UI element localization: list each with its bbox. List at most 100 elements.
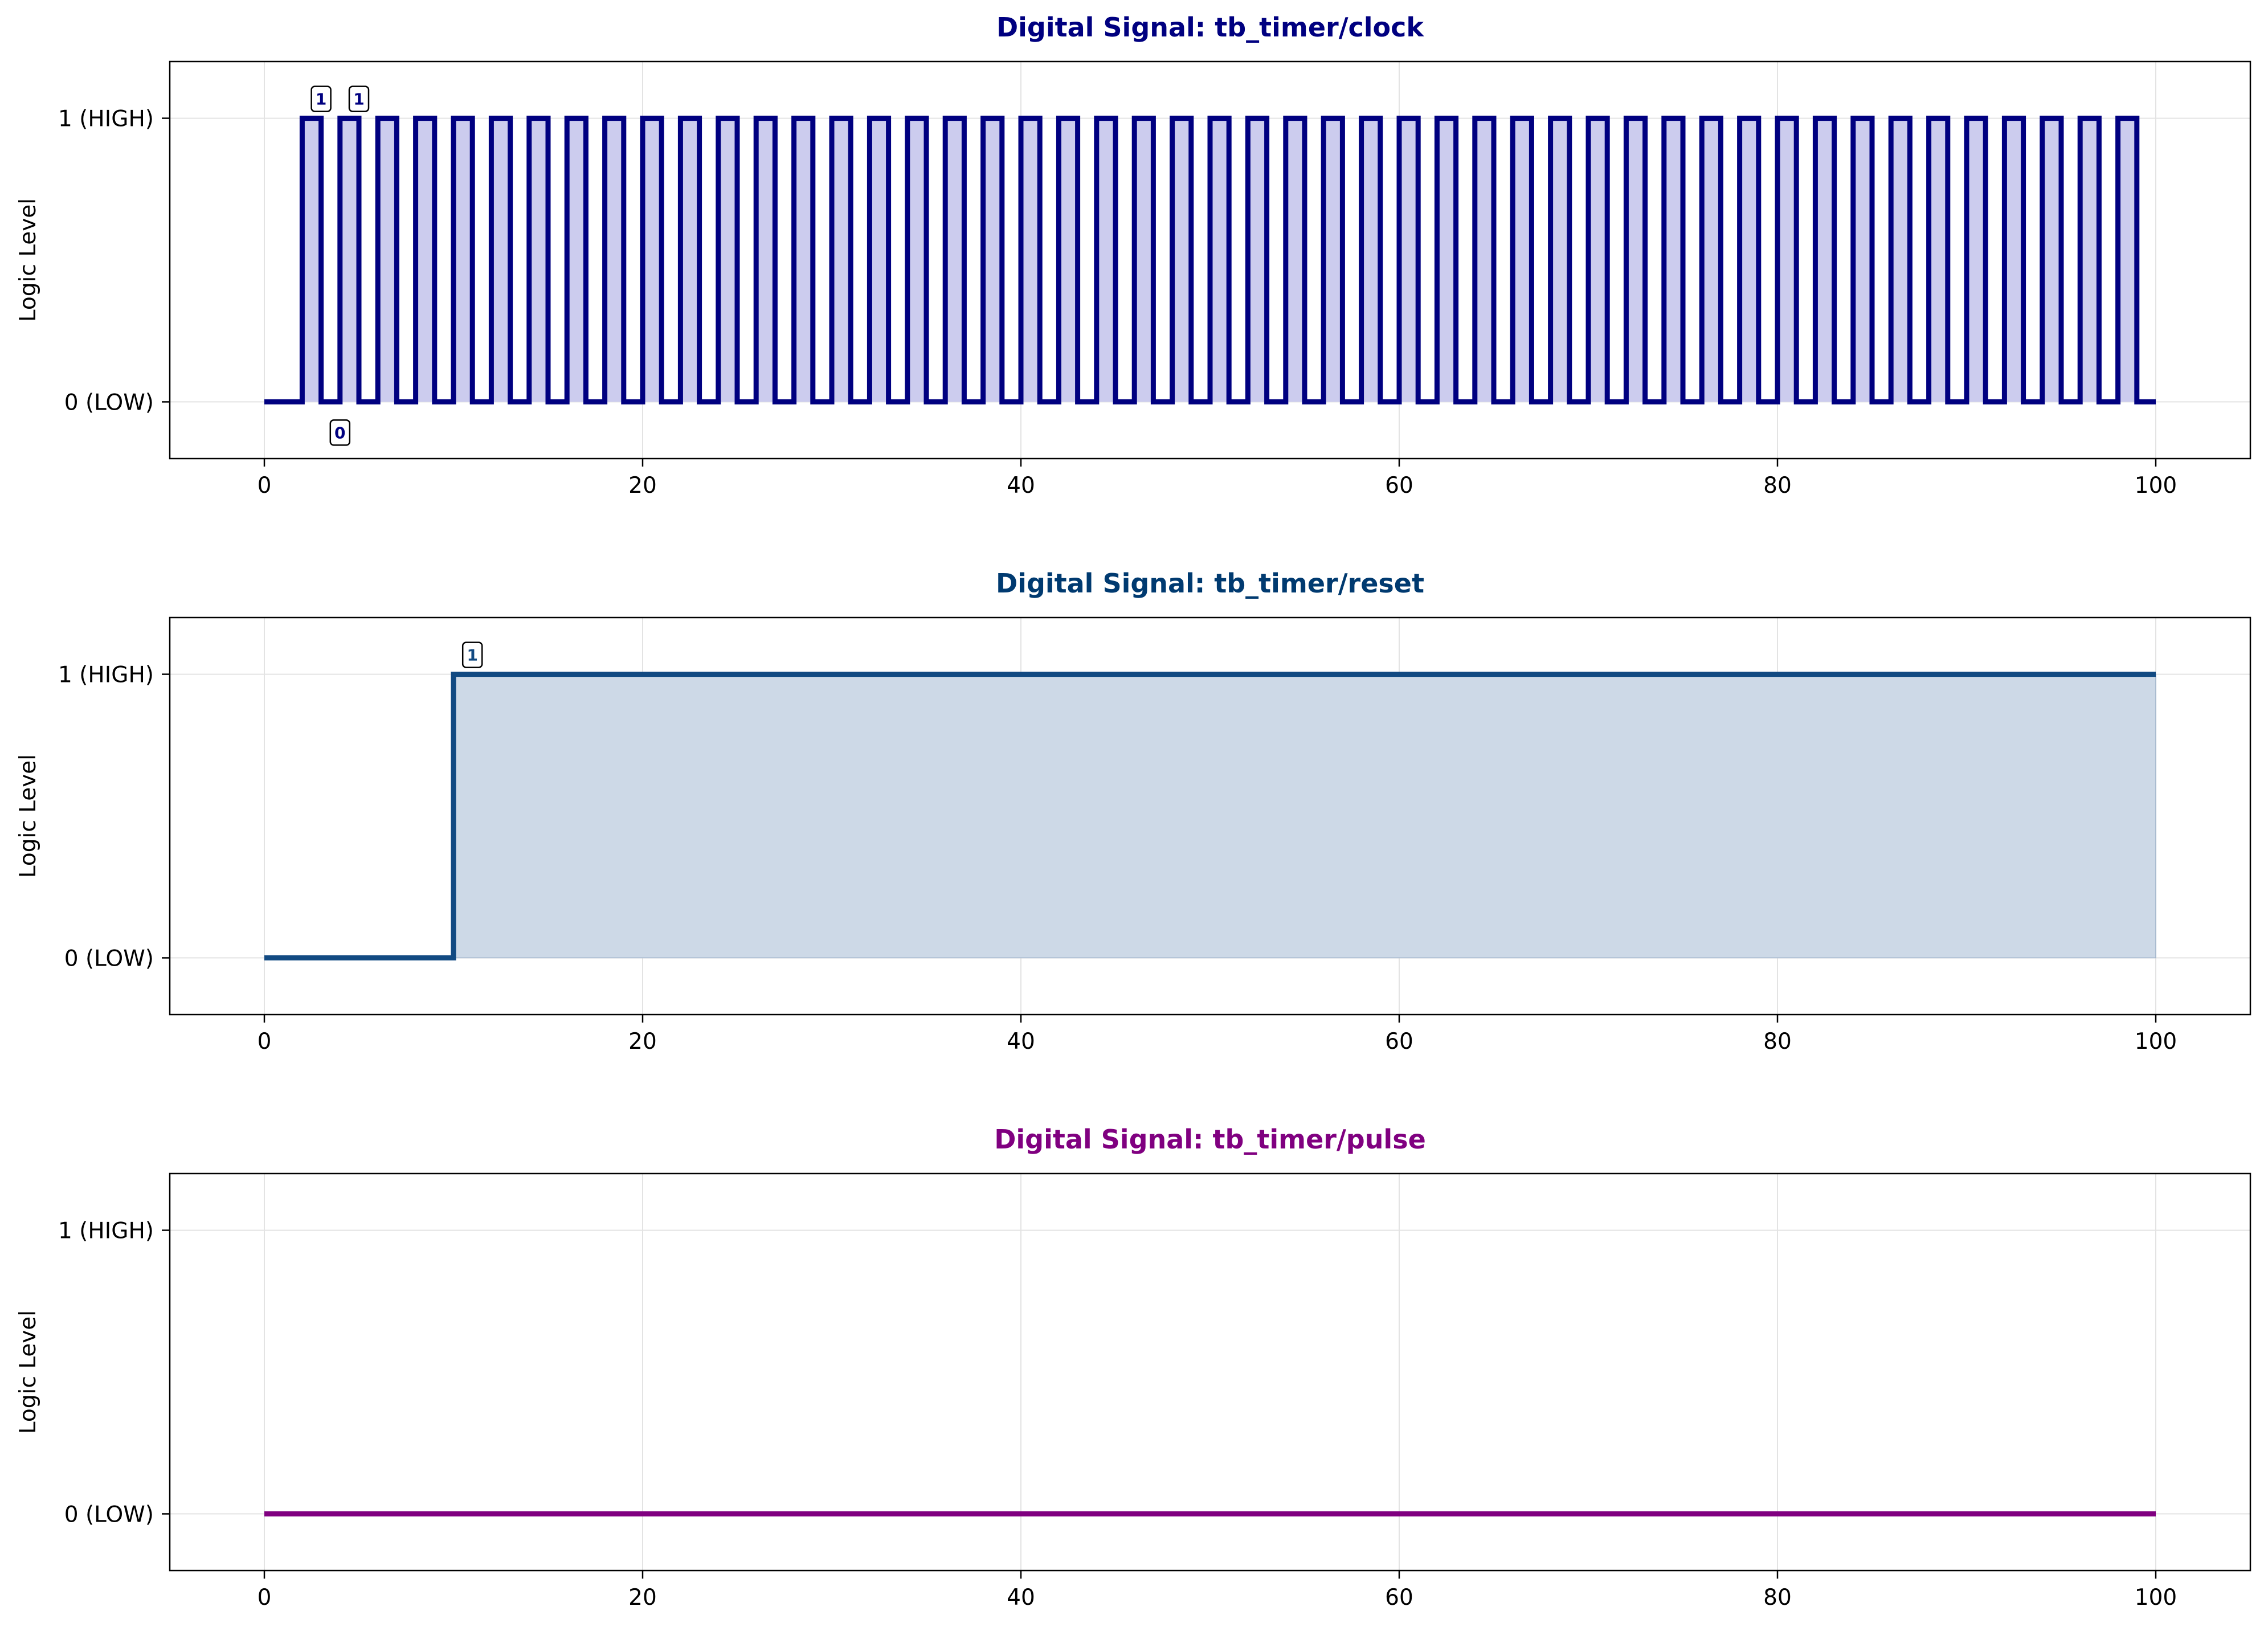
value-annotation: 1	[348, 85, 370, 112]
signal-high-fill	[1853, 118, 1872, 402]
signal-high-fill	[1815, 118, 1834, 402]
signal-high-fill	[643, 118, 662, 402]
signal-high-fill	[756, 118, 775, 402]
y-tick-label: 1 (HIGH)	[58, 1219, 154, 1244]
signal-high-fill	[2080, 118, 2099, 402]
annotation-label: 0	[334, 423, 345, 442]
signal-high-fill	[1096, 118, 1115, 402]
signal-high-fill	[1437, 118, 1456, 402]
x-tick-label: 0	[258, 1029, 272, 1054]
x-tick-label: 0	[258, 473, 272, 498]
signal-high-fill	[1702, 118, 1721, 402]
annotation-label: 1	[316, 90, 326, 109]
signal-high-fill	[1248, 118, 1267, 402]
signal-high-fill	[302, 118, 321, 402]
x-tick-label: 40	[1007, 1585, 1035, 1610]
signal-high-fill	[1021, 118, 1040, 402]
axes-frame	[169, 616, 2251, 1016]
y-tick-label: 1 (HIGH)	[58, 107, 154, 132]
y-tick-label: 1 (HIGH)	[58, 663, 154, 688]
signal-high-fill	[2004, 118, 2024, 402]
signal-high-fill	[491, 118, 510, 402]
signal-high-fill	[378, 118, 397, 402]
x-tick-label: 60	[1385, 473, 1413, 498]
signal-high-fill	[567, 118, 586, 402]
axes-frame	[169, 60, 2251, 460]
signal-high-fill	[794, 118, 813, 402]
signal-high-fill	[907, 118, 926, 402]
x-tick-label: 0	[258, 1585, 272, 1610]
signal-high-fill	[718, 118, 737, 402]
signal-high-fill	[1134, 118, 1154, 402]
waveform-panel-2: Digital Signal: tb_timer/reset 1 0 20 40 60 80…	[15, 568, 2251, 1054]
signal-high-fill	[1059, 118, 1078, 402]
x-tick-label: 100	[2135, 1585, 2177, 1610]
x-tick-label: 100	[2135, 473, 2177, 498]
signal-high-fill	[2042, 118, 2061, 402]
annotation-box	[329, 419, 351, 446]
signal-high-fill	[1928, 118, 1948, 402]
signal-high-fill	[1739, 118, 1759, 402]
signal-high-fill	[680, 118, 700, 402]
signal-high-fill	[1891, 118, 1910, 402]
annotation-box	[348, 85, 370, 112]
annotation-box	[310, 85, 332, 112]
signal-high-fill	[453, 673, 2156, 959]
signal-high-fill	[1210, 118, 1229, 402]
waveform-panel-3: Digital Signal: tb_timer/pulse 0 20 40 60 80 1…	[15, 1124, 2251, 1610]
y-axis-label: Logic Level	[15, 754, 41, 878]
signal-high-fill	[453, 118, 473, 402]
signal-high-fill	[1550, 118, 1570, 402]
signal-high-fill	[1967, 118, 1986, 402]
signal-high-fill	[1323, 118, 1343, 402]
x-tick-label: 40	[1007, 473, 1035, 498]
y-axis-label: Logic Level	[15, 1310, 41, 1434]
value-annotation: 1	[310, 85, 332, 112]
signal-high-fill	[1361, 118, 1380, 402]
signal-high-fill	[945, 118, 965, 402]
value-annotation: 0	[329, 419, 351, 446]
x-tick-label: 20	[628, 1029, 657, 1054]
signal-waveform-line	[264, 116, 2156, 404]
signal-high-fill	[340, 118, 359, 402]
x-tick-label: 20	[628, 1585, 657, 1610]
y-tick-label: 0 (LOW)	[64, 390, 154, 415]
chart-title: Digital Signal: tb_timer/pulse	[994, 1124, 1426, 1155]
x-tick-label: 60	[1385, 1029, 1413, 1054]
value-annotation: 1	[461, 641, 483, 668]
y-tick-label: 0 (LOW)	[64, 946, 154, 971]
x-tick-label: 60	[1385, 1585, 1413, 1610]
annotation-label: 1	[353, 90, 364, 109]
signal-high-fill	[1777, 118, 1797, 402]
x-tick-label: 100	[2135, 1029, 2177, 1054]
signal-high-fill	[1626, 118, 1645, 402]
annotation-label: 1	[467, 646, 477, 665]
annotation-box	[461, 641, 483, 668]
signal-high-fill	[983, 118, 1002, 402]
signal-high-fill	[869, 118, 889, 402]
signal-high-fill	[415, 118, 435, 402]
x-tick-label: 80	[1763, 1585, 1792, 1610]
signal-high-fill	[1172, 118, 1191, 402]
x-tick-label: 80	[1763, 1029, 1792, 1054]
signal-waveform-line	[264, 672, 2156, 960]
signal-high-fill	[832, 118, 851, 402]
signal-high-fill	[1285, 118, 1305, 402]
x-tick-label: 40	[1007, 1029, 1035, 1054]
signal-high-fill	[1399, 118, 1419, 402]
signal-high-fill	[604, 118, 624, 402]
y-tick-label: 0 (LOW)	[64, 1502, 154, 1527]
axes-frame	[169, 1172, 2251, 1572]
signal-high-fill	[1474, 118, 1494, 402]
signal-high-fill	[2118, 118, 2137, 402]
signal-high-fill	[1664, 118, 1683, 402]
x-tick-label: 80	[1763, 473, 1792, 498]
x-tick-label: 20	[628, 473, 657, 498]
chart-title: Digital Signal: tb_timer/reset	[996, 568, 1424, 599]
y-axis-label: Logic Level	[15, 198, 41, 322]
chart-title: Digital Signal: tb_timer/clock	[996, 12, 1424, 43]
signal-high-fill	[1513, 118, 1532, 402]
signal-high-fill	[1588, 118, 1608, 402]
